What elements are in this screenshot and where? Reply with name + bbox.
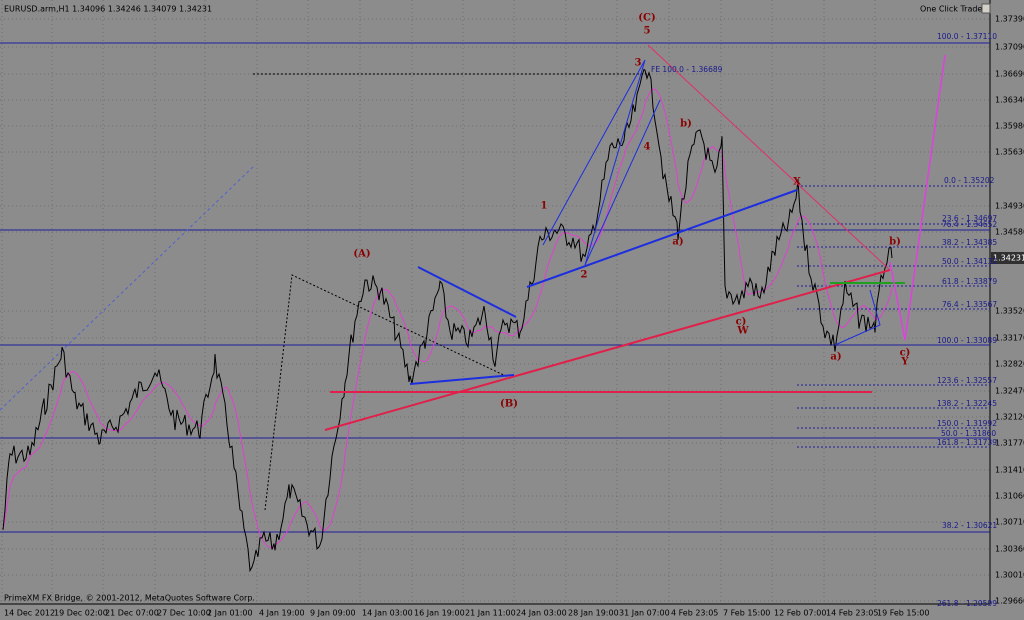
price-tick: 1.35630 (995, 148, 1024, 157)
trend-lines (324, 189, 905, 431)
time-tick: 28 Jan 19:00 (568, 609, 619, 618)
time-tick: 4 Jan 19:00 (259, 609, 305, 618)
wave-label: a) (830, 352, 841, 363)
price-tick: 1.35980 (995, 122, 1024, 131)
price-tick: 1.30710 (995, 518, 1024, 527)
price-tick: 1.37090 (995, 43, 1024, 52)
fib-label: 100.0 - 1.37110 (937, 32, 997, 41)
time-tick: 27 Dec 10:00 (157, 609, 211, 618)
fib-label: 76.4 - 1.34652 (942, 220, 997, 229)
symbol-info: EURUSD.arm,H1 1.34096 1.34246 1.34079 1.… (4, 5, 212, 14)
wave-label: b) (680, 119, 692, 130)
panel-toggle[interactable] (981, 3, 991, 14)
price-tick: 1.33520 (995, 307, 1024, 316)
wave-label: Y (900, 357, 909, 368)
time-tick: 19 Feb 15:00 (877, 609, 929, 618)
price-tick: 1.30360 (995, 545, 1024, 554)
fib-label: 50.0 - 1.31860 (941, 429, 996, 438)
labels: 1.37390 1.37090 1.36690 1.36340 1.35980 1.356… (4, 13, 1024, 618)
fib-lines (797, 185, 990, 448)
time-tick: 14 Dec 2012 (4, 609, 55, 618)
fib-label: 0.0 - 1.35202 (944, 176, 995, 185)
wave-label: (C) (638, 13, 655, 24)
levels-lines (0, 42, 990, 533)
time-tick: 19 Dec 02:00 (54, 609, 108, 618)
fib-label: 138.2 - 1.32245 (937, 399, 997, 408)
time-tick: 14 Feb 23:05 (826, 609, 878, 618)
wave-label: 1 (541, 201, 548, 212)
wave-label: c) (900, 348, 911, 359)
fib-label: 38.2 - 1.34385 (942, 238, 997, 247)
fib-label: FE 100.0 - 1.36689 (651, 65, 723, 74)
fib-label: 38.2 - 1.30621 (942, 521, 997, 530)
fib-label: 150.0 - 1.31992 (937, 419, 997, 428)
price-tick: 1.37390 (995, 15, 1024, 24)
current-price: 1.34231 (993, 254, 1024, 263)
fib-label: 76.4 - 1.33567 (942, 300, 997, 309)
moving-average (2, 88, 893, 549)
time-tick: 31 Jan 07:00 (619, 609, 670, 618)
price-tick: 1.32470 (995, 387, 1024, 396)
wave-label: c) (736, 317, 747, 328)
time-tick: 9 Jan 09:00 (310, 609, 356, 618)
fib-label: 123.6 - 1.32557 (937, 376, 997, 385)
wave-lines (542, 44, 946, 346)
wave-label: (B) (500, 399, 518, 410)
time-tick: 2 Jan 01:00 (207, 609, 253, 618)
fib-label: 23.6 - 1.34697 (942, 214, 997, 223)
wave-label: X (793, 177, 801, 188)
price-tick: 1.31410 (995, 466, 1024, 475)
price-tick: 1.32120 (995, 413, 1024, 422)
price-tick: 1.33170 (995, 334, 1024, 343)
price-tick: 1.36690 (995, 70, 1024, 79)
wave-label: 5 (644, 26, 651, 37)
price-axis-area (990, 0, 1024, 620)
wave-label: a) (672, 237, 683, 248)
price-tick: 1.30010 (995, 571, 1024, 580)
current-price-box (991, 252, 1024, 264)
fib-label: 50.0 - 1.34132 (942, 257, 997, 266)
time-tick: 14 Jan 03:00 (362, 609, 413, 618)
price-tick: 1.31060 (995, 492, 1024, 501)
time-tick: 21 Jan 11:00 (465, 609, 516, 618)
wave-label: 3 (635, 58, 642, 69)
one-click-trader[interactable]: One Click Trader (920, 5, 986, 14)
fib-label: 61.8 - 1.33879 (942, 277, 997, 286)
wave-label: W (736, 326, 749, 337)
dashed-zigzag (264, 274, 511, 511)
time-tick: 24 Jan 03:00 (516, 609, 567, 618)
price-tick: 1.34580 (995, 228, 1024, 237)
wave-label: (A) (353, 249, 370, 260)
price-line (2, 68, 893, 573)
price-tick: 1.31770 (995, 439, 1024, 448)
footer: PrimeXM FX Bridge, © 2001-2012, MetaQuot… (4, 594, 255, 603)
price-tick: 1.32820 (995, 360, 1024, 369)
fib-label: 261.8 - 1.29599 (937, 599, 997, 608)
time-tick: 4 Feb 23:05 (671, 609, 718, 618)
time-tick: 21 Dec 07:00 (105, 609, 159, 618)
time-tick: 12 Feb 07:00 (774, 609, 826, 618)
wave-label: 4 (644, 142, 651, 153)
fib-label: 161.8 - 1.31739 (937, 438, 997, 447)
wave-label: b) (889, 237, 901, 248)
price-tick: 1.29660 (995, 597, 1024, 606)
time-tick: 7 Feb 15:00 (723, 609, 770, 618)
price-tick: 1.34930 (995, 202, 1024, 211)
time-tick: 16 Jan 19:00 (414, 609, 465, 618)
fib-label: 100.0 - 1.33089 (937, 336, 997, 345)
price-tick: 1.36340 (995, 96, 1024, 105)
wave-label: 2 (581, 270, 588, 281)
dashed-channel (0, 164, 256, 411)
